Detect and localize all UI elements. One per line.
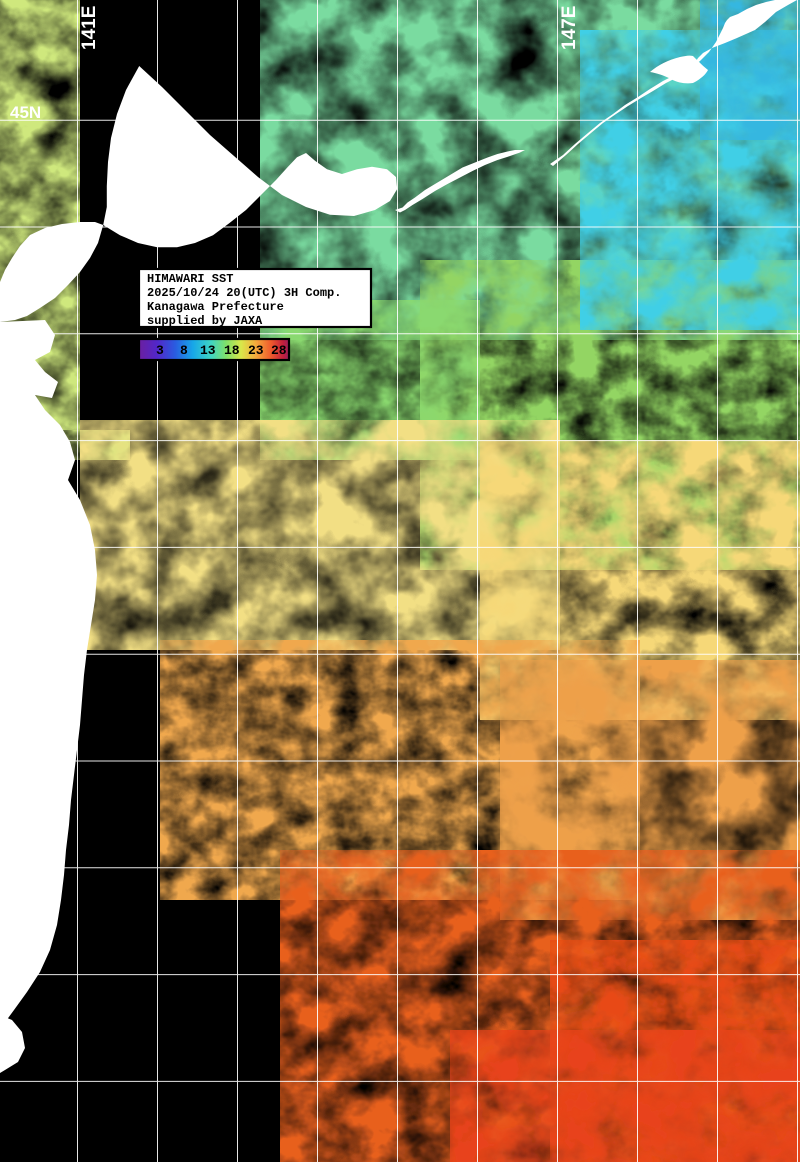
svg-text:Kanagawa Prefecture: Kanagawa Prefecture: [147, 300, 284, 314]
svg-text:8: 8: [180, 343, 188, 358]
svg-text:HIMAWARI SST: HIMAWARI SST: [147, 272, 233, 286]
svg-text:18: 18: [224, 343, 240, 358]
svg-text:23: 23: [248, 343, 264, 358]
svg-text:supplied by JAXA: supplied by JAXA: [147, 314, 263, 328]
svg-text:147E: 147E: [559, 6, 580, 50]
svg-text:28: 28: [271, 343, 287, 358]
svg-text:3: 3: [156, 343, 164, 358]
svg-text:2025/10/24 20(UTC) 3H Comp.: 2025/10/24 20(UTC) 3H Comp.: [147, 286, 341, 300]
svg-text:13: 13: [200, 343, 216, 358]
svg-text:141E: 141E: [79, 6, 100, 50]
svg-text:45N: 45N: [10, 103, 41, 122]
